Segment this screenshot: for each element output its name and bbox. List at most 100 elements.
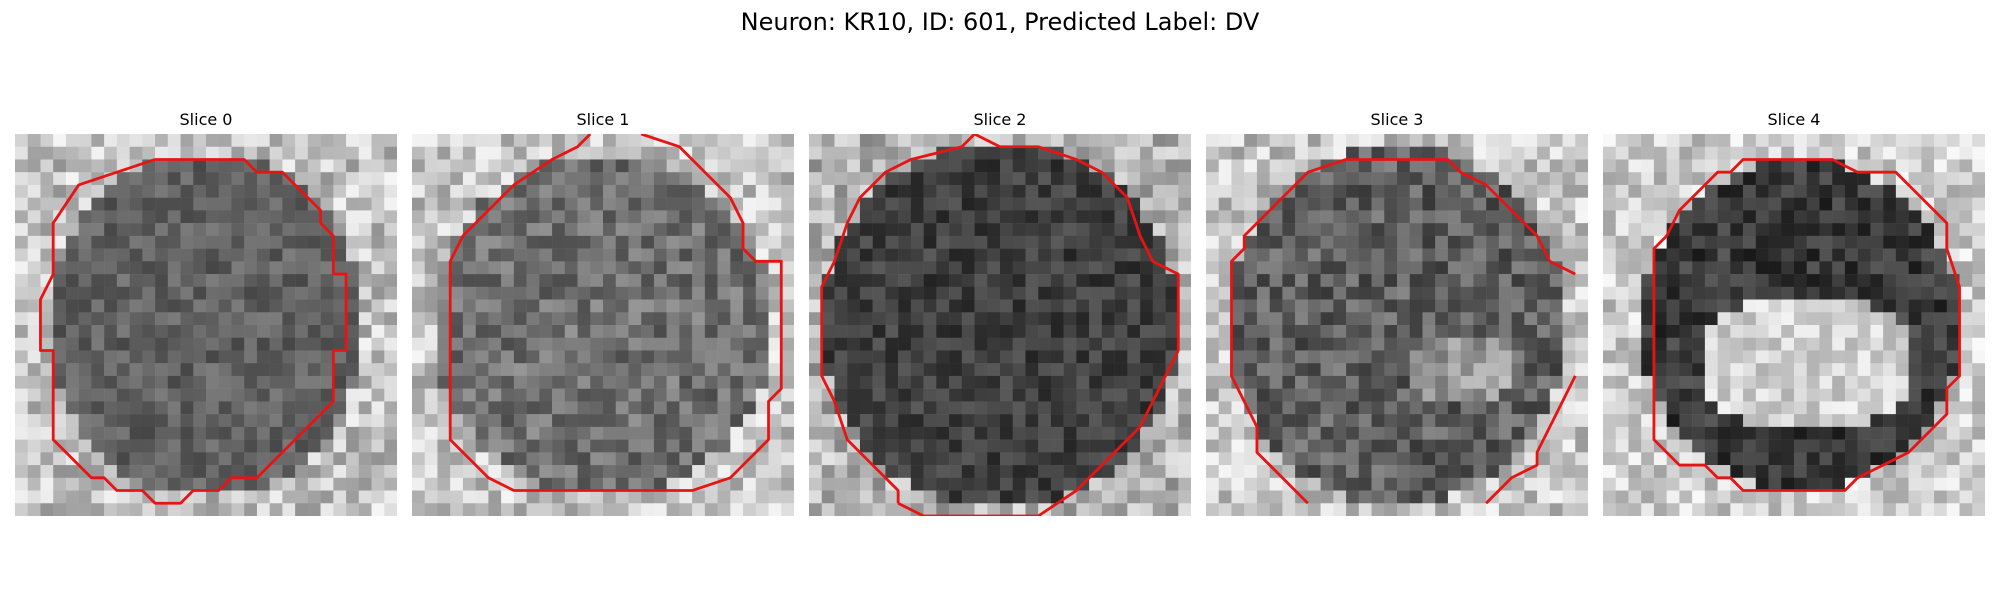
image-pixel <box>1384 337 1398 351</box>
image-pixel <box>1256 159 1270 173</box>
image-pixel <box>1794 286 1807 300</box>
image-pixel <box>1346 375 1360 389</box>
image-pixel <box>1603 350 1616 364</box>
image-pixel <box>1244 465 1258 479</box>
image-pixel <box>1537 274 1551 288</box>
image-pixel <box>949 363 963 377</box>
image-pixel <box>961 172 975 186</box>
image-pixel <box>488 401 502 415</box>
image-pixel <box>1498 146 1512 160</box>
image-pixel <box>1549 452 1563 466</box>
image-pixel <box>1178 286 1191 300</box>
image-pixel <box>91 261 105 275</box>
image-pixel <box>1038 312 1052 326</box>
image-pixel <box>1794 325 1807 338</box>
image-pixel <box>1743 426 1757 440</box>
image-pixel <box>1781 286 1795 300</box>
image-pixel <box>206 197 219 211</box>
image-pixel <box>872 325 886 338</box>
image-pixel <box>717 325 731 338</box>
image-pixel <box>462 299 476 313</box>
image-pixel <box>1511 312 1525 326</box>
image-pixel <box>1397 388 1410 402</box>
image-pixel <box>781 325 794 338</box>
image-pixel <box>1921 286 1935 300</box>
image-pixel <box>346 426 360 440</box>
image-pixel <box>193 286 207 300</box>
pixel-grid <box>809 134 1191 516</box>
image-pixel <box>666 210 680 224</box>
image-pixel <box>295 248 309 262</box>
image-pixel <box>1076 388 1090 402</box>
image-pixel <box>1934 337 1948 351</box>
image-pixel <box>155 197 169 211</box>
image-pixel <box>1152 274 1166 288</box>
image-pixel <box>384 274 397 288</box>
image-pixel <box>1050 248 1064 262</box>
image-pixel <box>781 261 794 275</box>
image-pixel <box>1371 274 1385 288</box>
image-pixel <box>231 388 245 402</box>
image-pixel <box>1755 350 1769 364</box>
image-pixel <box>1921 375 1935 389</box>
image-pixel <box>142 426 156 440</box>
image-pixel <box>1921 452 1935 466</box>
image-pixel <box>1641 388 1655 402</box>
image-pixel <box>1972 146 1985 160</box>
image-pixel <box>129 426 143 440</box>
image-pixel <box>358 210 372 224</box>
image-pixel <box>1498 286 1512 300</box>
image-pixel <box>1460 439 1474 453</box>
image-pixel <box>1101 477 1115 491</box>
image-pixel <box>961 503 975 516</box>
image-pixel <box>615 312 629 326</box>
image-pixel <box>1768 159 1782 173</box>
image-pixel <box>1704 248 1718 262</box>
image-pixel <box>104 426 118 440</box>
image-pixel <box>1089 490 1103 504</box>
image-pixel <box>1282 312 1296 326</box>
image-pixel <box>1653 337 1667 351</box>
image-pixel <box>1781 439 1795 453</box>
image-pixel <box>78 159 92 173</box>
image-pixel <box>155 350 169 364</box>
image-pixel <box>1384 184 1398 198</box>
image-pixel <box>1857 350 1871 364</box>
image-pixel <box>1063 439 1077 453</box>
image-pixel <box>1050 414 1064 428</box>
image-pixel <box>743 286 757 300</box>
image-pixel <box>1114 465 1128 479</box>
image-pixel <box>730 184 744 198</box>
image-pixel <box>1972 337 1985 351</box>
image-pixel <box>1781 414 1795 428</box>
image-pixel <box>1755 325 1769 338</box>
image-pixel <box>1206 210 1219 224</box>
image-pixel <box>1628 274 1642 288</box>
image-pixel <box>755 134 769 147</box>
image-pixel <box>27 426 41 440</box>
image-pixel <box>193 490 207 504</box>
image-pixel <box>1178 299 1191 313</box>
image-pixel <box>1114 248 1128 262</box>
image-pixel <box>809 184 822 198</box>
image-pixel <box>1717 375 1731 389</box>
image-pixel <box>1692 375 1706 389</box>
image-pixel <box>1806 503 1820 516</box>
image-pixel <box>1755 477 1769 491</box>
image-pixel <box>974 172 988 186</box>
image-pixel <box>1307 503 1321 516</box>
image-pixel <box>1908 350 1922 364</box>
image-pixel <box>295 261 309 275</box>
image-pixel <box>15 261 28 275</box>
image-pixel <box>155 223 169 237</box>
image-pixel <box>1511 184 1525 198</box>
image-pixel <box>1844 490 1858 504</box>
image-pixel <box>1972 401 1985 415</box>
image-pixel <box>1384 172 1398 186</box>
image-pixel <box>704 261 718 275</box>
image-pixel <box>768 477 782 491</box>
image-pixel <box>1794 414 1807 428</box>
image-pixel <box>1615 159 1629 173</box>
image-pixel <box>1743 325 1757 338</box>
image-pixel <box>1063 388 1077 402</box>
